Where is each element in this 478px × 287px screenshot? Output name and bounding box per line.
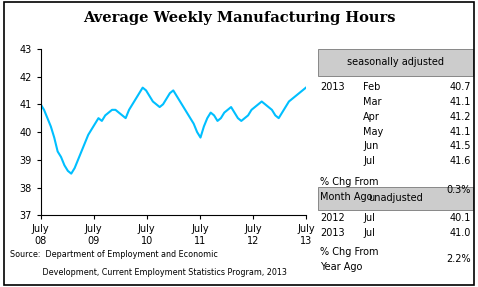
Text: 2013: 2013: [320, 228, 345, 238]
Text: 41.5: 41.5: [449, 141, 471, 152]
Text: % Chg From: % Chg From: [320, 247, 379, 257]
Text: Jul: Jul: [363, 213, 375, 223]
Text: 2013: 2013: [320, 82, 345, 92]
Text: 40.1: 40.1: [449, 213, 471, 223]
Text: seasonally adjusted: seasonally adjusted: [347, 57, 444, 67]
Text: Development, Current Employment Statistics Program, 2013: Development, Current Employment Statisti…: [10, 268, 286, 277]
Text: 40.7: 40.7: [449, 82, 471, 92]
Text: 0.3%: 0.3%: [446, 185, 471, 195]
Text: Month Ago: Month Ago: [320, 192, 373, 202]
Text: Jun: Jun: [363, 141, 379, 152]
Text: 41.0: 41.0: [449, 228, 471, 238]
Text: 2012: 2012: [320, 213, 345, 223]
Text: 41.1: 41.1: [449, 97, 471, 107]
Text: Year Ago: Year Ago: [320, 262, 363, 272]
Text: 41.1: 41.1: [449, 127, 471, 137]
Text: 41.6: 41.6: [449, 156, 471, 166]
Text: unadjusted: unadjusted: [368, 193, 423, 203]
Text: Mar: Mar: [363, 97, 382, 107]
Text: Apr: Apr: [363, 112, 380, 122]
Text: Source:  Department of Employment and Economic: Source: Department of Employment and Eco…: [10, 250, 217, 259]
Text: 41.2: 41.2: [449, 112, 471, 122]
Text: Average Weekly Manufacturing Hours: Average Weekly Manufacturing Hours: [83, 11, 395, 26]
Text: May: May: [363, 127, 383, 137]
Text: % Chg From: % Chg From: [320, 177, 379, 187]
Text: Jul: Jul: [363, 156, 375, 166]
Text: 2.2%: 2.2%: [446, 254, 471, 264]
Text: Jul: Jul: [363, 228, 375, 238]
Text: Feb: Feb: [363, 82, 380, 92]
